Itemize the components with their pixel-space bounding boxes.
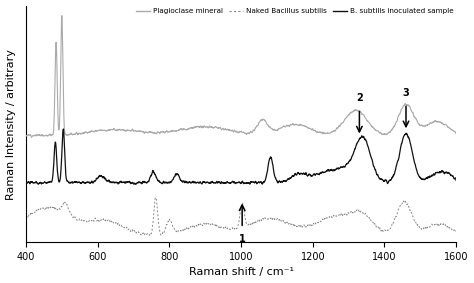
Text: 2: 2 <box>356 93 363 103</box>
X-axis label: Raman shift / cm⁻¹: Raman shift / cm⁻¹ <box>189 267 293 277</box>
Legend: Plagioclase mineral, Naked Bacillus subtilis, B. subtilis inoculated sample: Plagioclase mineral, Naked Bacillus subt… <box>133 5 457 17</box>
Text: 1: 1 <box>239 234 246 244</box>
Text: 3: 3 <box>402 88 410 98</box>
Y-axis label: Raman Intensity / arbitrary: Raman Intensity / arbitrary <box>6 49 16 200</box>
